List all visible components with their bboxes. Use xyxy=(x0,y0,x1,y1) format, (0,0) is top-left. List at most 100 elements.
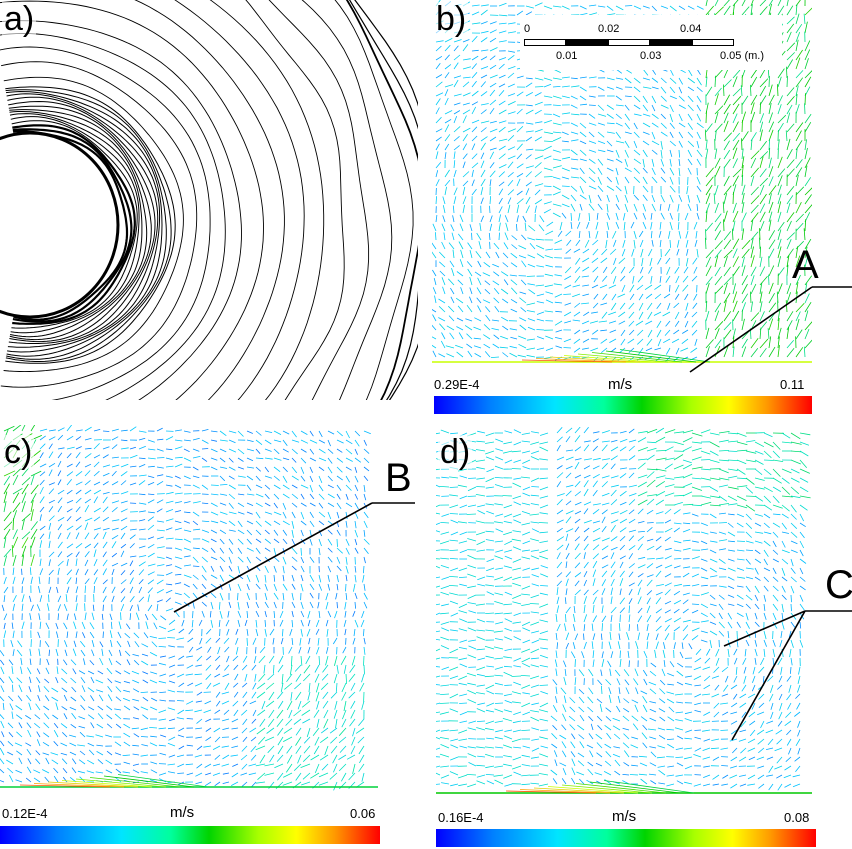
velocity-vector xyxy=(480,142,486,151)
velocity-vector xyxy=(673,617,682,623)
velocity-vector xyxy=(21,577,25,585)
velocity-vector xyxy=(60,742,68,747)
velocity-vector xyxy=(751,684,756,692)
velocity-vector xyxy=(265,682,275,690)
velocity-vector xyxy=(673,522,682,525)
velocity-vector xyxy=(140,706,149,711)
velocity-vector xyxy=(33,777,41,783)
velocity-vector xyxy=(628,535,635,542)
velocity-vector xyxy=(646,454,655,461)
velocity-vector xyxy=(633,86,641,93)
velocity-vector xyxy=(700,429,711,434)
velocity-vector xyxy=(804,121,812,133)
velocity-vector xyxy=(0,677,5,684)
velocity-vector xyxy=(599,284,608,289)
velocity-vector xyxy=(432,314,437,322)
velocity-vector xyxy=(300,511,305,520)
velocity-vector xyxy=(741,256,745,268)
velocity-vector xyxy=(462,204,465,214)
velocity-vector xyxy=(622,742,630,749)
velocity-vector xyxy=(696,248,699,258)
velocity-vector xyxy=(678,194,683,202)
velocity-vector xyxy=(480,21,488,25)
velocity-vector xyxy=(600,669,603,677)
velocity-vector xyxy=(583,604,586,614)
velocity-vector xyxy=(646,538,654,542)
velocity-vector xyxy=(696,5,704,10)
velocity-vector xyxy=(691,584,700,587)
velocity-vector xyxy=(612,275,617,284)
contour-line xyxy=(334,0,414,400)
velocity-vector xyxy=(799,459,808,469)
velocity-vector xyxy=(102,472,110,477)
velocity-vector xyxy=(286,700,293,711)
velocity-vector xyxy=(628,582,635,587)
velocity-vector xyxy=(703,684,711,690)
velocity-vector xyxy=(237,430,244,437)
velocity-vector xyxy=(44,695,50,702)
velocity-vector xyxy=(550,769,558,776)
velocity-vector xyxy=(745,450,757,454)
velocity-vector xyxy=(489,170,496,178)
velocity-vector xyxy=(655,427,665,434)
velocity-vector xyxy=(436,772,441,776)
velocity-vector xyxy=(199,637,203,645)
velocity-vector xyxy=(561,185,570,187)
velocity-vector xyxy=(777,114,787,124)
velocity-vector xyxy=(469,250,473,259)
velocity-vector xyxy=(578,689,585,695)
velocity-vector xyxy=(282,430,290,435)
velocity-vector xyxy=(194,754,203,758)
velocity-vector xyxy=(556,587,559,596)
velocity-vector xyxy=(21,594,25,603)
velocity-vector xyxy=(766,747,774,750)
velocity-vector xyxy=(512,530,522,533)
velocity-vector xyxy=(57,489,65,495)
velocity-vector xyxy=(93,577,98,585)
velocity-vector xyxy=(468,477,477,479)
velocity-vector xyxy=(277,736,284,746)
velocity-vector xyxy=(291,466,298,474)
contour-line xyxy=(0,61,198,388)
velocity-vector xyxy=(516,75,524,79)
velocity-vector xyxy=(485,629,495,632)
velocity-vector xyxy=(754,621,760,627)
velocity-vector xyxy=(132,698,140,702)
velocity-vector xyxy=(71,686,77,693)
velocity-vector xyxy=(493,288,500,295)
velocity-vector xyxy=(799,441,810,446)
velocity-vector xyxy=(237,511,245,515)
velocity-vector xyxy=(96,751,104,756)
velocity-vector xyxy=(489,179,492,187)
velocity-vector xyxy=(718,450,729,452)
velocity-vector xyxy=(539,718,549,722)
scale-segment xyxy=(692,39,734,46)
velocity-vector xyxy=(226,628,230,636)
velocity-vector xyxy=(297,700,302,710)
velocity-vector xyxy=(678,77,684,85)
velocity-vector xyxy=(777,720,783,727)
velocity-vector xyxy=(48,515,55,522)
velocity-vector xyxy=(214,709,221,714)
velocity-vector xyxy=(511,738,522,743)
velocity-vector xyxy=(26,695,32,702)
velocity-vector xyxy=(168,680,176,684)
velocity-vector xyxy=(201,538,210,543)
velocity-vector xyxy=(714,302,722,313)
velocity-vector xyxy=(521,774,531,777)
velocity-vector xyxy=(363,538,370,545)
velocity-vector xyxy=(486,567,495,572)
velocity-vector xyxy=(363,565,365,574)
velocity-vector xyxy=(750,102,755,115)
velocity-vector xyxy=(705,139,708,151)
velocity-vector xyxy=(740,720,747,728)
velocity-vector xyxy=(165,491,174,495)
velocity-vector xyxy=(439,540,450,545)
velocity-vector xyxy=(637,430,648,434)
velocity-vector xyxy=(573,613,576,623)
velocity-vector xyxy=(622,774,630,776)
velocity-vector xyxy=(327,448,334,454)
velocity-vector xyxy=(772,639,776,647)
velocity-vector xyxy=(129,605,133,612)
velocity-vector xyxy=(75,558,78,567)
